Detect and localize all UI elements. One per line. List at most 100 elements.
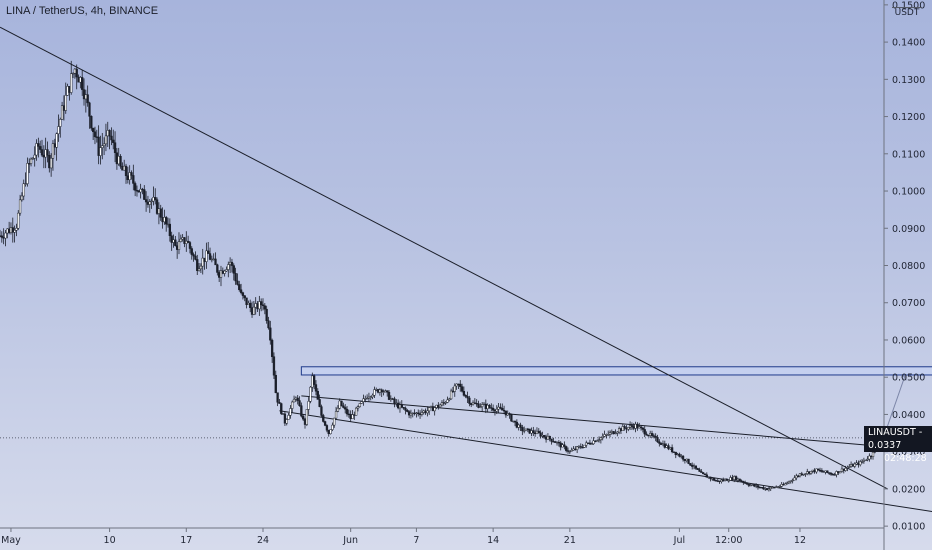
candle-down bbox=[756, 485, 760, 488]
candle-down bbox=[417, 412, 420, 415]
candle-down bbox=[612, 431, 615, 435]
candle-up bbox=[20, 195, 24, 201]
candle-down bbox=[183, 237, 186, 244]
trendline-drawings[interactable] bbox=[0, 26, 932, 513]
candle-up bbox=[225, 269, 228, 272]
candle-up bbox=[212, 258, 215, 260]
candle-up bbox=[291, 401, 294, 409]
candle-down bbox=[782, 484, 785, 486]
candle-down bbox=[186, 240, 190, 243]
candle-down bbox=[594, 440, 597, 443]
candle-down bbox=[557, 441, 561, 444]
candle-down bbox=[221, 270, 224, 274]
candle-down bbox=[397, 402, 400, 409]
candle-down bbox=[340, 400, 343, 407]
candle-up bbox=[517, 424, 520, 428]
candle-up bbox=[309, 386, 312, 402]
candle-down bbox=[477, 403, 480, 408]
candle-down bbox=[533, 432, 537, 434]
candle-down bbox=[457, 383, 460, 386]
candle-down bbox=[451, 390, 455, 393]
candle-up bbox=[294, 397, 298, 400]
candle-down bbox=[588, 442, 592, 445]
candle-up bbox=[51, 143, 55, 159]
candle-down bbox=[700, 471, 703, 473]
candle-down bbox=[263, 305, 266, 310]
candle-down bbox=[709, 476, 712, 480]
long-downtrend-line[interactable] bbox=[0, 26, 888, 490]
candle-down bbox=[380, 389, 383, 393]
candle-up bbox=[287, 415, 290, 420]
candle-down bbox=[647, 434, 650, 437]
candle-down bbox=[632, 426, 635, 429]
candle-down bbox=[214, 258, 217, 266]
candle-down bbox=[475, 403, 478, 405]
candle-down bbox=[731, 477, 734, 480]
candle-down bbox=[579, 446, 582, 448]
candle-down bbox=[663, 443, 666, 448]
candle-down bbox=[459, 383, 462, 387]
candle-down bbox=[528, 428, 531, 434]
candle-up bbox=[733, 476, 736, 480]
candle-down bbox=[276, 392, 279, 403]
candle-down bbox=[316, 390, 319, 400]
candle-up bbox=[572, 448, 575, 451]
candle-up bbox=[692, 465, 696, 467]
candle-down bbox=[565, 446, 568, 451]
candle-down bbox=[265, 308, 268, 321]
candle-down bbox=[239, 289, 243, 293]
candle-up bbox=[104, 135, 108, 145]
candle-up bbox=[727, 480, 730, 482]
candle-down bbox=[650, 433, 654, 436]
candle-down bbox=[652, 435, 655, 437]
candle-up bbox=[835, 471, 838, 475]
resistance-zone[interactable] bbox=[300, 366, 932, 376]
candle-down bbox=[11, 227, 14, 233]
y-tick-label: 0.1500 bbox=[892, 0, 925, 11]
candle-up bbox=[838, 471, 842, 474]
candle-down bbox=[548, 435, 551, 440]
candle-up bbox=[292, 398, 296, 403]
current-price-badge[interactable]: LINAUSDT - 0.0337 02:48:28 bbox=[864, 426, 932, 464]
candle-up bbox=[99, 147, 102, 156]
candle-up bbox=[720, 479, 723, 482]
candle-down bbox=[261, 304, 265, 306]
candle-up bbox=[871, 451, 875, 457]
candle-up bbox=[802, 474, 805, 476]
candle-down bbox=[490, 407, 493, 409]
candle-up bbox=[577, 446, 581, 448]
candle-down bbox=[510, 414, 513, 422]
candle-up bbox=[784, 483, 787, 486]
candle-up bbox=[311, 375, 314, 388]
candle-down bbox=[464, 395, 467, 397]
candle-down bbox=[7, 228, 11, 233]
candle-up bbox=[649, 433, 652, 436]
candle-up bbox=[382, 391, 385, 393]
candle-up bbox=[205, 250, 208, 262]
candle-down bbox=[126, 175, 129, 181]
candle-down bbox=[820, 470, 824, 472]
candle-up bbox=[365, 397, 369, 400]
candle-down bbox=[406, 410, 409, 412]
candle-up bbox=[449, 390, 453, 400]
y-tick-label: 0.1000 bbox=[892, 187, 925, 198]
candle-down bbox=[645, 433, 648, 436]
candle-down bbox=[134, 183, 137, 191]
candle-up bbox=[79, 77, 82, 83]
candle-down bbox=[135, 190, 139, 192]
candle-up bbox=[628, 425, 632, 428]
y-tick-label: 0.0200 bbox=[892, 484, 925, 495]
candle-up bbox=[420, 412, 424, 415]
candle-up bbox=[555, 441, 559, 444]
candle-up bbox=[723, 478, 727, 481]
candle-down bbox=[298, 400, 301, 406]
candle-up bbox=[440, 402, 444, 406]
candle-up bbox=[247, 302, 250, 305]
candle-down bbox=[656, 437, 659, 443]
channel-lower-line[interactable] bbox=[279, 410, 932, 513]
candle-down bbox=[740, 480, 743, 482]
channel-upper-line[interactable] bbox=[301, 395, 932, 452]
candle-down bbox=[532, 430, 535, 434]
candle-up bbox=[479, 406, 482, 408]
